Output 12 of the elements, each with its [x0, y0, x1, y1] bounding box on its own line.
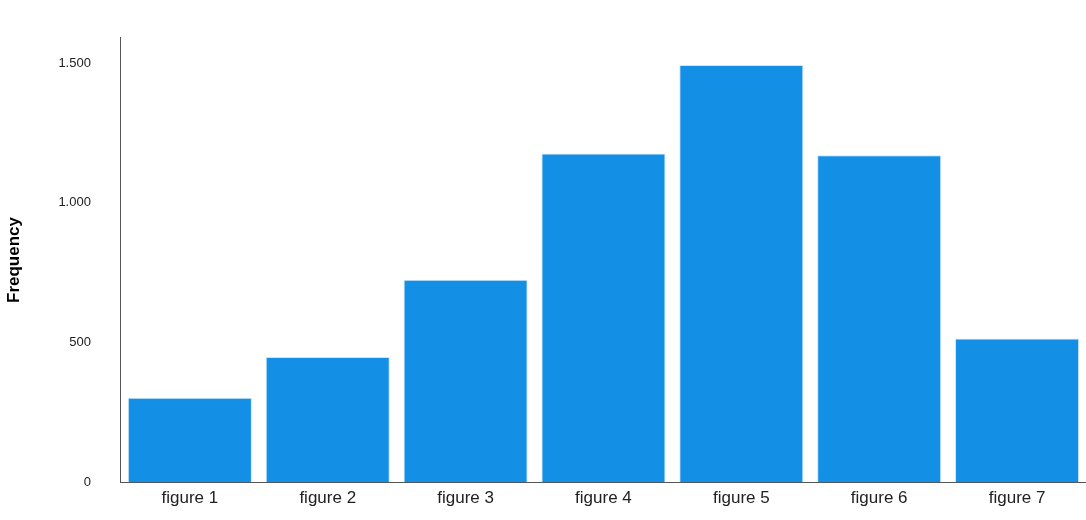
y-axis-title: Frequency	[3, 216, 23, 303]
x-tick-label: figure 4	[575, 488, 632, 508]
x-tick-label: figure 6	[850, 488, 908, 508]
x-tick-label: figure 1	[161, 488, 219, 508]
x-tick-label: figure 3	[437, 488, 494, 508]
y-tick-label: 1.500	[58, 54, 91, 70]
x-tick-label: figure 7	[988, 488, 1046, 508]
y-tick-label: 1.000	[58, 194, 91, 210]
x-tick-label: figure 2	[299, 488, 357, 508]
x-tick-label: figure 5	[712, 488, 770, 508]
y-tick-label: 500	[69, 334, 91, 350]
y-tick-label: 0	[83, 473, 91, 489]
